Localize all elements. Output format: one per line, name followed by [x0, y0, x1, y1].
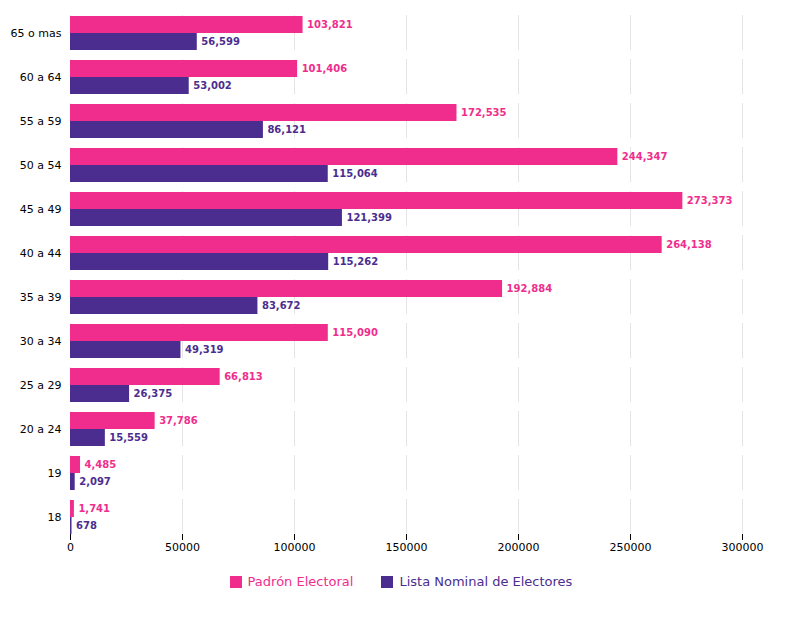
svg-text:101,406: 101,406 [302, 63, 348, 74]
svg-text:45 a 49: 45 a 49 [20, 203, 62, 216]
svg-text:19: 19 [48, 467, 62, 480]
svg-text:300000: 300000 [722, 541, 764, 554]
svg-text:115,262: 115,262 [333, 256, 379, 267]
svg-text:60 a 64: 60 a 64 [20, 71, 62, 84]
svg-text:66,813: 66,813 [224, 371, 263, 382]
svg-text:121,399: 121,399 [346, 212, 392, 223]
svg-text:20 a 24: 20 a 24 [20, 423, 62, 436]
svg-text:0: 0 [67, 541, 74, 554]
svg-text:50 a 54: 50 a 54 [20, 159, 62, 172]
html-text:Lista Nominal de Electores: Lista Nominal de Electores [399, 574, 573, 589]
svg-text:25 a 29: 25 a 29 [20, 379, 62, 392]
svg-text:86,121: 86,121 [267, 124, 306, 135]
svg-text:18: 18 [48, 511, 62, 524]
svg-text:678: 678 [76, 520, 97, 531]
svg-text:103,821: 103,821 [307, 19, 353, 30]
svg-text:53,002: 53,002 [193, 80, 232, 91]
svg-text:192,884: 192,884 [507, 283, 553, 294]
svg-text:115,090: 115,090 [332, 327, 378, 338]
svg-text:35 a 39: 35 a 39 [20, 291, 62, 304]
svg-text:56,599: 56,599 [201, 36, 240, 47]
svg-text:100000: 100000 [274, 541, 316, 554]
svg-text:26,375: 26,375 [134, 388, 173, 399]
svg-text:49,319: 49,319 [185, 344, 224, 355]
html-text:Padrón Electoral: Padrón Electoral [247, 574, 354, 589]
svg-text:83,672: 83,672 [262, 300, 301, 311]
svg-text:4,485: 4,485 [85, 459, 117, 470]
svg-text:244,347: 244,347 [622, 151, 668, 162]
svg-text:273,373: 273,373 [687, 195, 733, 206]
svg-text:30 a 34: 30 a 34 [20, 335, 62, 348]
svg-text:200000: 200000 [498, 541, 540, 554]
svg-text:2,097: 2,097 [79, 476, 111, 487]
svg-text:250000: 250000 [610, 541, 652, 554]
svg-text:115,064: 115,064 [332, 168, 378, 179]
svg-text:15,559: 15,559 [109, 432, 148, 443]
svg-text:150000: 150000 [386, 541, 428, 554]
svg-text:37,786: 37,786 [159, 415, 198, 426]
svg-text:172,535: 172,535 [461, 107, 507, 118]
svg-text:55 a 59: 55 a 59 [20, 115, 62, 128]
svg-text:65 o mas: 65 o mas [11, 27, 62, 40]
svg-text:264,138: 264,138 [666, 239, 712, 250]
svg-text:1,741: 1,741 [78, 503, 110, 514]
svg-text:40 a 44: 40 a 44 [20, 247, 62, 260]
svg-text:50000: 50000 [165, 541, 200, 554]
